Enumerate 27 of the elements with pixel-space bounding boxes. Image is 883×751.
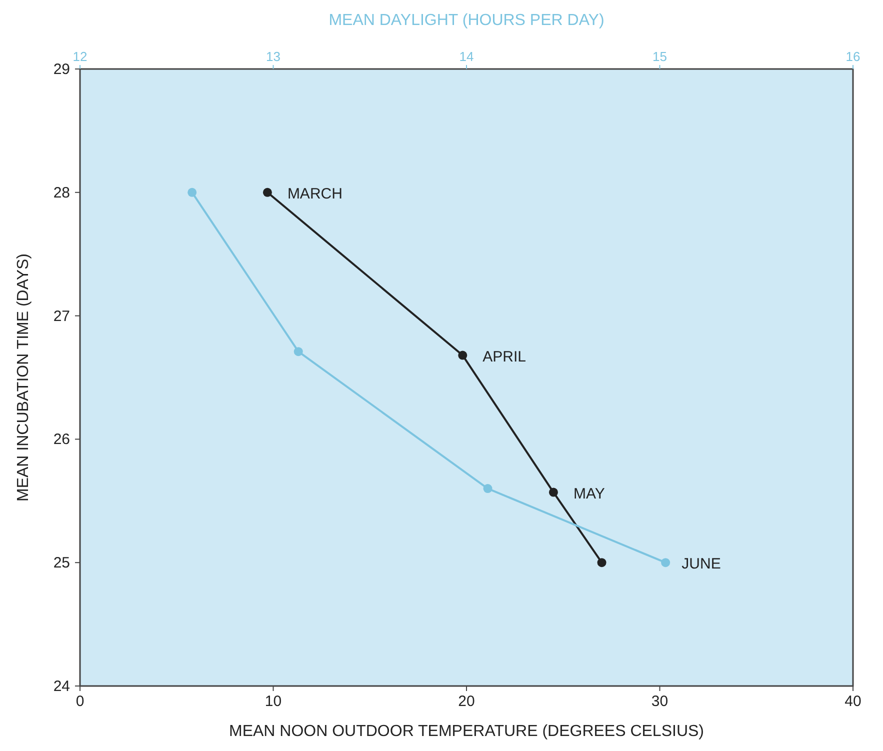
y-tick-label: 24 — [53, 678, 70, 695]
annotation: MAY — [573, 485, 605, 502]
point — [458, 350, 468, 360]
x-tick-label: 30 — [651, 693, 668, 710]
y-tick-label: 28 — [53, 184, 70, 202]
annotation: MARCH — [287, 185, 342, 202]
x2-axis-title: MEAN DAYLIGHT (HOURS PER DAY) — [328, 12, 604, 29]
y-axis-title: MEAN INCUBATION TIME (DAYS) — [15, 253, 32, 502]
y-tick-label: 26 — [53, 431, 70, 448]
y-tick-label: 25 — [53, 554, 70, 572]
x-tick-label: 40 — [844, 693, 862, 710]
y-tick-label: 27 — [53, 308, 70, 325]
annotation: JUNE — [682, 556, 721, 573]
x2-tick-label: 13 — [266, 49, 280, 64]
x2-tick-label: 12 — [72, 49, 88, 64]
point — [597, 558, 606, 568]
x-tick-label: 0 — [76, 693, 84, 710]
annotation: APRIL — [482, 348, 526, 366]
point — [548, 488, 558, 497]
x-tick-label: 20 — [458, 693, 475, 710]
point — [262, 188, 272, 197]
x2-tick-label: 15 — [652, 49, 667, 64]
y-tick-label: 29 — [53, 61, 70, 78]
x2-tick-label: 14 — [459, 49, 474, 64]
x-tick-label: 10 — [264, 693, 282, 710]
x-axis-title: MEAN NOON OUTDOOR TEMPERATURE (DEGREES CELSIUS) — [228, 723, 704, 740]
x2-tick-label: 16 — [846, 49, 860, 64]
